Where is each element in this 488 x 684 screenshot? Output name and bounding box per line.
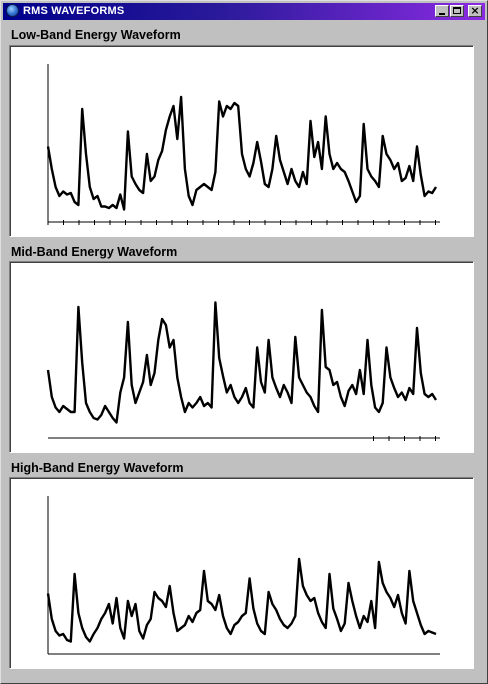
waveform-line <box>46 557 437 643</box>
mid-band-panel <box>9 261 474 453</box>
low-band-panel <box>9 45 474 237</box>
minimize-icon <box>439 13 445 15</box>
close-icon: × <box>470 4 480 17</box>
title-bar[interactable]: RMS WAVEFORMS × <box>3 3 485 20</box>
maximize-icon <box>453 7 461 14</box>
app-globe-icon[interactable] <box>6 4 19 17</box>
mid-band-title: Mid-Band Energy Waveform <box>11 245 178 259</box>
waveform-line <box>46 95 438 211</box>
high-band-title: High-Band Energy Waveform <box>11 461 184 475</box>
mid-band-plot <box>46 301 440 441</box>
minimize-button[interactable] <box>435 5 449 17</box>
low-band-title: Low-Band Energy Waveform <box>11 28 181 42</box>
waveform-line <box>46 301 438 424</box>
maximize-button[interactable] <box>450 5 464 17</box>
close-button[interactable]: × <box>468 4 482 17</box>
high-band-panel <box>9 477 474 669</box>
low-band-plot <box>46 64 440 225</box>
window-title: RMS WAVEFORMS <box>23 5 125 17</box>
high-band-plot <box>46 496 440 655</box>
